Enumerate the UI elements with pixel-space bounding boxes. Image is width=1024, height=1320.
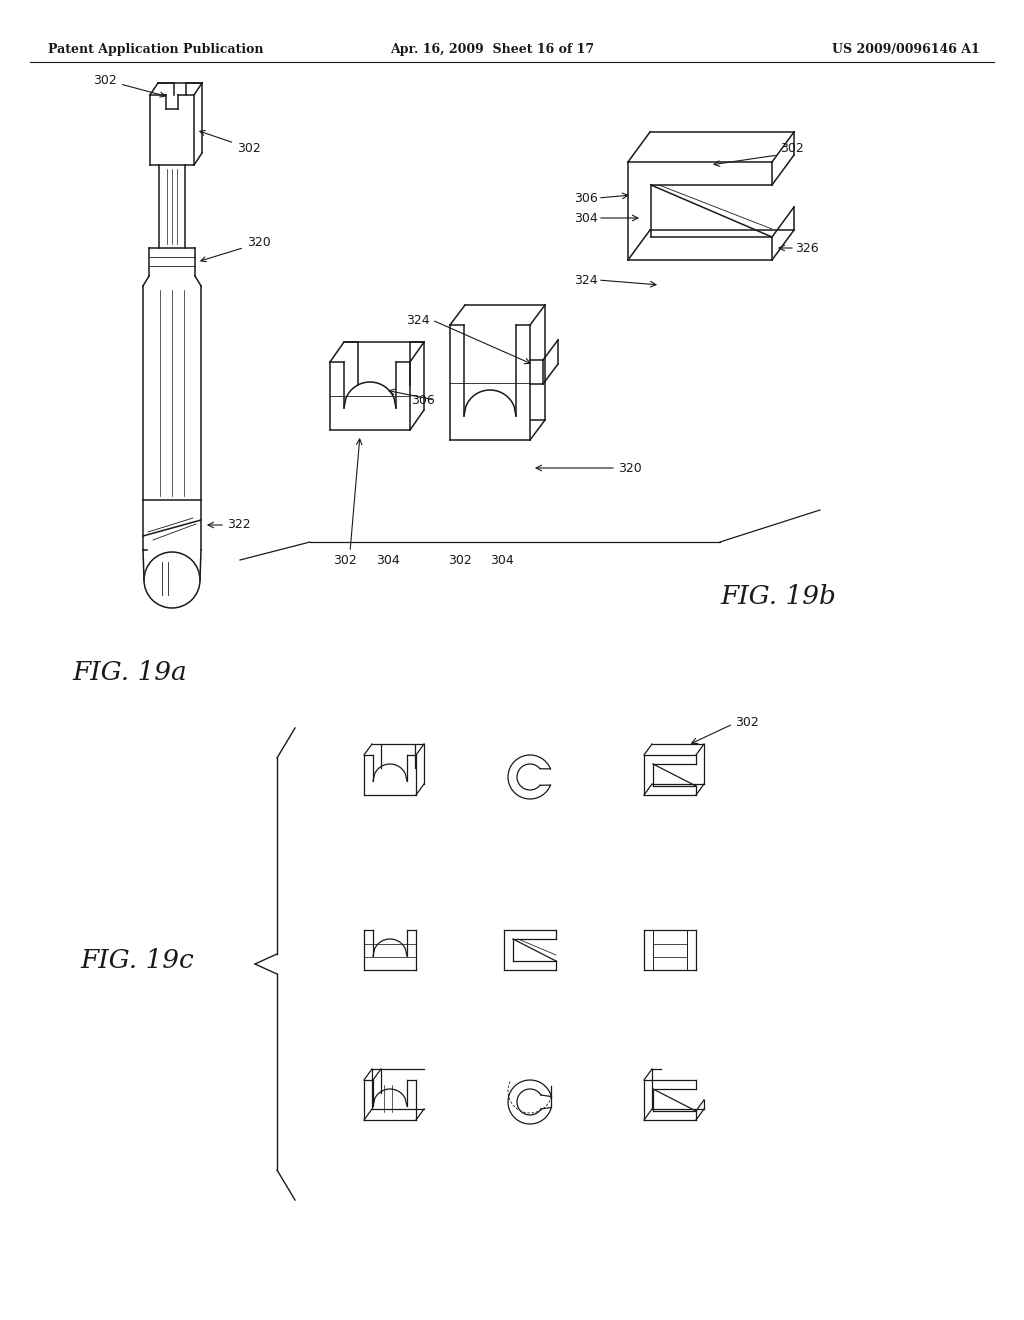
- Text: 306: 306: [574, 191, 598, 205]
- Text: 302: 302: [93, 74, 165, 98]
- Text: 302: 302: [735, 715, 759, 729]
- Text: FIG. 19b: FIG. 19b: [720, 583, 836, 609]
- Text: 326: 326: [795, 242, 818, 255]
- Text: 302: 302: [780, 141, 804, 154]
- Text: 302: 302: [449, 553, 472, 566]
- Text: 320: 320: [201, 236, 270, 261]
- Text: US 2009/0096146 A1: US 2009/0096146 A1: [833, 44, 980, 57]
- Text: 304: 304: [490, 553, 514, 566]
- Text: FIG. 19c: FIG. 19c: [80, 948, 194, 973]
- Text: Patent Application Publication: Patent Application Publication: [48, 44, 263, 57]
- Text: 322: 322: [227, 519, 251, 532]
- Text: 320: 320: [618, 462, 642, 474]
- Text: 306: 306: [412, 393, 435, 407]
- Text: 302: 302: [200, 131, 261, 154]
- Text: 304: 304: [376, 553, 400, 566]
- Text: Apr. 16, 2009  Sheet 16 of 17: Apr. 16, 2009 Sheet 16 of 17: [390, 44, 594, 57]
- Text: 324: 324: [574, 273, 598, 286]
- Text: 302: 302: [333, 553, 357, 566]
- Text: 324: 324: [407, 314, 430, 326]
- Text: 304: 304: [574, 211, 598, 224]
- Text: FIG. 19a: FIG. 19a: [72, 660, 186, 685]
